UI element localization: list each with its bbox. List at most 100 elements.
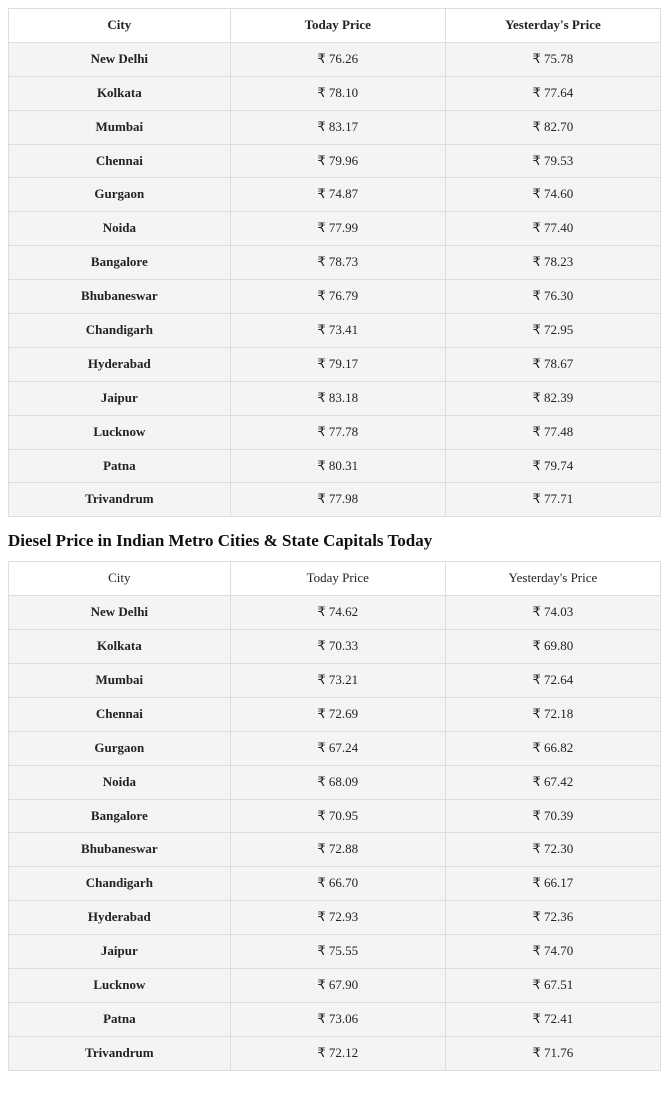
today-price-cell: ₹ 83.18 <box>230 381 445 415</box>
city-cell: Noida <box>9 212 231 246</box>
yesterday-price-cell: ₹ 72.30 <box>445 833 660 867</box>
today-price-cell: ₹ 67.90 <box>230 969 445 1003</box>
yesterday-price-cell: ₹ 72.18 <box>445 697 660 731</box>
table-row: Gurgaon₹ 67.24₹ 66.82 <box>9 731 661 765</box>
city-cell: Lucknow <box>9 415 231 449</box>
today-price-cell: ₹ 74.62 <box>230 596 445 630</box>
table-row: New Delhi₹ 76.26₹ 75.78 <box>9 42 661 76</box>
city-cell: Bhubaneswar <box>9 833 231 867</box>
table-header-row: City Today Price Yesterday's Price <box>9 9 661 43</box>
yesterday-price-cell: ₹ 66.82 <box>445 731 660 765</box>
yesterday-price-cell: ₹ 77.64 <box>445 76 660 110</box>
table-row: Chandigarh₹ 66.70₹ 66.17 <box>9 867 661 901</box>
col-today: Today Price <box>230 9 445 43</box>
city-cell: Kolkata <box>9 630 231 664</box>
yesterday-price-cell: ₹ 66.17 <box>445 867 660 901</box>
table-header-row: City Today Price Yesterday's Price <box>9 562 661 596</box>
table-row: Mumbai₹ 73.21₹ 72.64 <box>9 664 661 698</box>
city-cell: Kolkata <box>9 76 231 110</box>
table-row: Bhubaneswar₹ 76.79₹ 76.30 <box>9 280 661 314</box>
yesterday-price-cell: ₹ 82.70 <box>445 110 660 144</box>
city-cell: Bhubaneswar <box>9 280 231 314</box>
table-row: Patna₹ 73.06₹ 72.41 <box>9 1002 661 1036</box>
city-cell: Chennai <box>9 144 231 178</box>
today-price-cell: ₹ 83.17 <box>230 110 445 144</box>
today-price-cell: ₹ 72.69 <box>230 697 445 731</box>
yesterday-price-cell: ₹ 72.36 <box>445 901 660 935</box>
table-row: Trivandrum₹ 77.98₹ 77.71 <box>9 483 661 517</box>
table-row: Mumbai₹ 83.17₹ 82.70 <box>9 110 661 144</box>
today-price-cell: ₹ 79.96 <box>230 144 445 178</box>
city-cell: Hyderabad <box>9 347 231 381</box>
yesterday-price-cell: ₹ 67.42 <box>445 765 660 799</box>
today-price-cell: ₹ 76.79 <box>230 280 445 314</box>
yesterday-price-cell: ₹ 77.71 <box>445 483 660 517</box>
city-cell: Jaipur <box>9 935 231 969</box>
col-yesterday: Yesterday's Price <box>445 562 660 596</box>
city-cell: New Delhi <box>9 596 231 630</box>
city-cell: New Delhi <box>9 42 231 76</box>
city-cell: Chandigarh <box>9 314 231 348</box>
city-cell: Bangalore <box>9 799 231 833</box>
table-row: Gurgaon₹ 74.87₹ 74.60 <box>9 178 661 212</box>
city-cell: Patna <box>9 1002 231 1036</box>
yesterday-price-cell: ₹ 70.39 <box>445 799 660 833</box>
today-price-cell: ₹ 77.78 <box>230 415 445 449</box>
table-row: Kolkata₹ 70.33₹ 69.80 <box>9 630 661 664</box>
city-cell: Mumbai <box>9 664 231 698</box>
table-row: Trivandrum₹ 72.12₹ 71.76 <box>9 1036 661 1070</box>
table-row: New Delhi₹ 74.62₹ 74.03 <box>9 596 661 630</box>
table-row: Hyderabad₹ 79.17₹ 78.67 <box>9 347 661 381</box>
city-cell: Lucknow <box>9 969 231 1003</box>
yesterday-price-cell: ₹ 79.74 <box>445 449 660 483</box>
city-cell: Chennai <box>9 697 231 731</box>
today-price-cell: ₹ 74.87 <box>230 178 445 212</box>
today-price-cell: ₹ 76.26 <box>230 42 445 76</box>
table-row: Jaipur₹ 75.55₹ 74.70 <box>9 935 661 969</box>
today-price-cell: ₹ 67.24 <box>230 731 445 765</box>
today-price-cell: ₹ 72.93 <box>230 901 445 935</box>
city-cell: Patna <box>9 449 231 483</box>
today-price-cell: ₹ 78.10 <box>230 76 445 110</box>
table-row: Bhubaneswar₹ 72.88₹ 72.30 <box>9 833 661 867</box>
city-cell: Hyderabad <box>9 901 231 935</box>
today-price-cell: ₹ 79.17 <box>230 347 445 381</box>
col-city: City <box>9 9 231 43</box>
yesterday-price-cell: ₹ 77.48 <box>445 415 660 449</box>
today-price-cell: ₹ 73.06 <box>230 1002 445 1036</box>
table-row: Chandigarh₹ 73.41₹ 72.95 <box>9 314 661 348</box>
table-row: Bangalore₹ 70.95₹ 70.39 <box>9 799 661 833</box>
diesel-tbody: New Delhi₹ 74.62₹ 74.03Kolkata₹ 70.33₹ 6… <box>9 596 661 1070</box>
table-row: Kolkata₹ 78.10₹ 77.64 <box>9 76 661 110</box>
table-row: Chennai₹ 72.69₹ 72.18 <box>9 697 661 731</box>
diesel-price-table: City Today Price Yesterday's Price New D… <box>8 561 661 1070</box>
today-price-cell: ₹ 75.55 <box>230 935 445 969</box>
city-cell: Gurgaon <box>9 731 231 765</box>
col-yesterday: Yesterday's Price <box>445 9 660 43</box>
col-city: City <box>9 562 231 596</box>
city-cell: Trivandrum <box>9 483 231 517</box>
yesterday-price-cell: ₹ 69.80 <box>445 630 660 664</box>
yesterday-price-cell: ₹ 71.76 <box>445 1036 660 1070</box>
today-price-cell: ₹ 77.98 <box>230 483 445 517</box>
table-row: Lucknow₹ 77.78₹ 77.48 <box>9 415 661 449</box>
today-price-cell: ₹ 78.73 <box>230 246 445 280</box>
today-price-cell: ₹ 70.33 <box>230 630 445 664</box>
today-price-cell: ₹ 72.12 <box>230 1036 445 1070</box>
yesterday-price-cell: ₹ 67.51 <box>445 969 660 1003</box>
table-row: Patna₹ 80.31₹ 79.74 <box>9 449 661 483</box>
yesterday-price-cell: ₹ 72.95 <box>445 314 660 348</box>
city-cell: Bangalore <box>9 246 231 280</box>
diesel-heading: Diesel Price in Indian Metro Cities & St… <box>8 531 661 551</box>
table-row: Noida₹ 77.99₹ 77.40 <box>9 212 661 246</box>
city-cell: Trivandrum <box>9 1036 231 1070</box>
yesterday-price-cell: ₹ 74.60 <box>445 178 660 212</box>
petrol-tbody: New Delhi₹ 76.26₹ 75.78Kolkata₹ 78.10₹ 7… <box>9 42 661 516</box>
city-cell: Jaipur <box>9 381 231 415</box>
city-cell: Noida <box>9 765 231 799</box>
table-row: Chennai₹ 79.96₹ 79.53 <box>9 144 661 178</box>
today-price-cell: ₹ 73.21 <box>230 664 445 698</box>
table-row: Jaipur₹ 83.18₹ 82.39 <box>9 381 661 415</box>
yesterday-price-cell: ₹ 72.64 <box>445 664 660 698</box>
table-row: Noida₹ 68.09₹ 67.42 <box>9 765 661 799</box>
